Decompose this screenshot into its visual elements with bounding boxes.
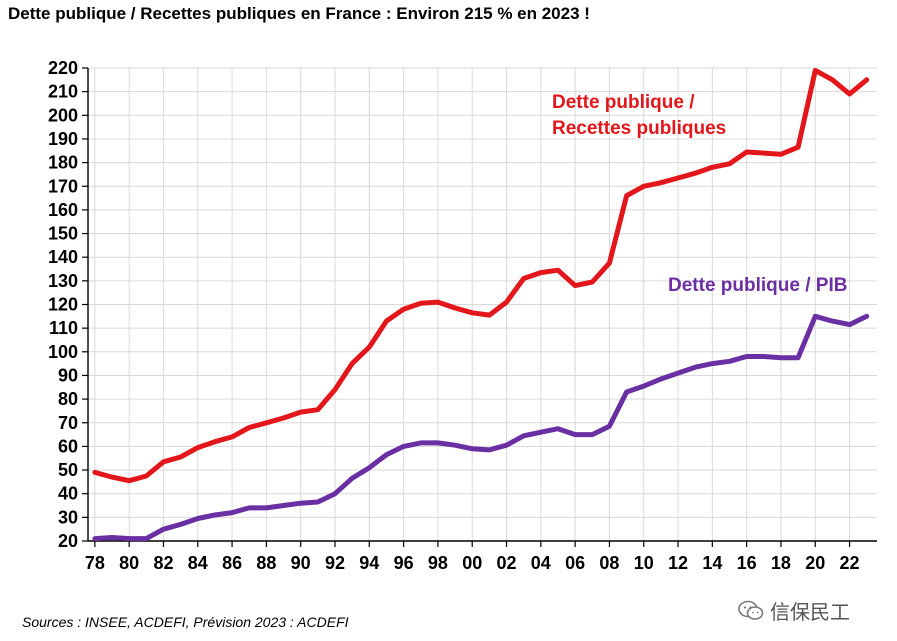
x-tick-label: 08: [599, 553, 619, 573]
x-tick-label: 02: [496, 553, 516, 573]
gridlines: [88, 67, 877, 541]
x-tick-label: 10: [634, 553, 654, 573]
x-tick-label: 90: [291, 553, 311, 573]
y-tick-label: 200: [48, 105, 78, 125]
series-line-debt-revenue: [92, 67, 870, 484]
x-tick-label: 94: [359, 553, 379, 573]
y-tick-label: 150: [48, 224, 78, 244]
x-tick-label: 06: [565, 553, 585, 573]
source-note: Sources : INSEE, ACDEFI, Prévision 2023 …: [22, 614, 349, 630]
y-tick-label: 160: [48, 200, 78, 220]
watermark-text: 信保民工: [770, 602, 850, 624]
series-lines: [92, 67, 870, 542]
y-tick-label: 60: [58, 436, 78, 456]
x-tick-label: 98: [428, 553, 448, 573]
series-labels: Dette publique / Recettes publiques Dette …: [552, 92, 847, 296]
x-tick-label: 96: [394, 553, 414, 573]
x-tick-label: 84: [188, 553, 208, 573]
x-axis-ticks: 78 80 82 84 86 88 90 92 94 96 98 00 02 04 06 08 10 12 14 16…: [85, 541, 860, 573]
y-tick-label: 20: [58, 531, 78, 551]
series-label-debt-revenue: Recettes publiques: [552, 118, 726, 139]
y-tick-label: 30: [58, 507, 78, 527]
x-tick-label: 04: [531, 553, 551, 573]
y-tick-label: 210: [48, 82, 78, 102]
x-tick-label: 92: [325, 553, 345, 573]
x-tick-label: 82: [153, 553, 173, 573]
x-tick-label: 86: [222, 553, 242, 573]
y-axis-ticks: 20 30 40 50 60 70 80 90 100 110 120 130 140 150 160 170…: [48, 58, 88, 551]
y-tick-label: 80: [58, 389, 78, 409]
wechat-icon: [738, 600, 764, 620]
series-label-debt-revenue: Dette publique /: [552, 92, 695, 113]
x-tick-label: 88: [256, 553, 276, 573]
y-tick-label: 110: [49, 318, 78, 338]
y-tick-label: 40: [58, 484, 78, 504]
x-tick-label: 14: [702, 553, 722, 573]
x-tick-label: 12: [668, 553, 688, 573]
x-tick-label: 18: [771, 553, 791, 573]
y-tick-label: 140: [48, 247, 78, 267]
y-tick-label: 170: [48, 176, 78, 196]
x-tick-label: 00: [462, 553, 482, 573]
y-tick-label: 190: [48, 129, 78, 149]
y-tick-label: 100: [48, 342, 78, 362]
y-tick-label: 120: [48, 295, 78, 315]
x-tick-label: 16: [737, 553, 757, 573]
y-tick-label: 70: [58, 413, 78, 433]
x-tick-label: 22: [840, 553, 860, 573]
chart-title: Dette publique / Recettes publiques en F…: [8, 4, 590, 23]
y-tick-label: 50: [58, 460, 78, 480]
series-label-debt-gdp: Dette publique / PIB: [668, 275, 847, 296]
y-tick-label: 130: [48, 271, 78, 291]
x-tick-label: 20: [805, 553, 825, 573]
series-line-debt-gdp: [92, 313, 870, 542]
x-tick-label: 78: [85, 553, 105, 573]
x-tick-label: 80: [119, 553, 139, 573]
watermark: 信保民工: [738, 596, 850, 625]
y-tick-label: 220: [48, 58, 78, 78]
y-tick-label: 90: [58, 365, 78, 385]
y-tick-label: 180: [48, 153, 78, 173]
